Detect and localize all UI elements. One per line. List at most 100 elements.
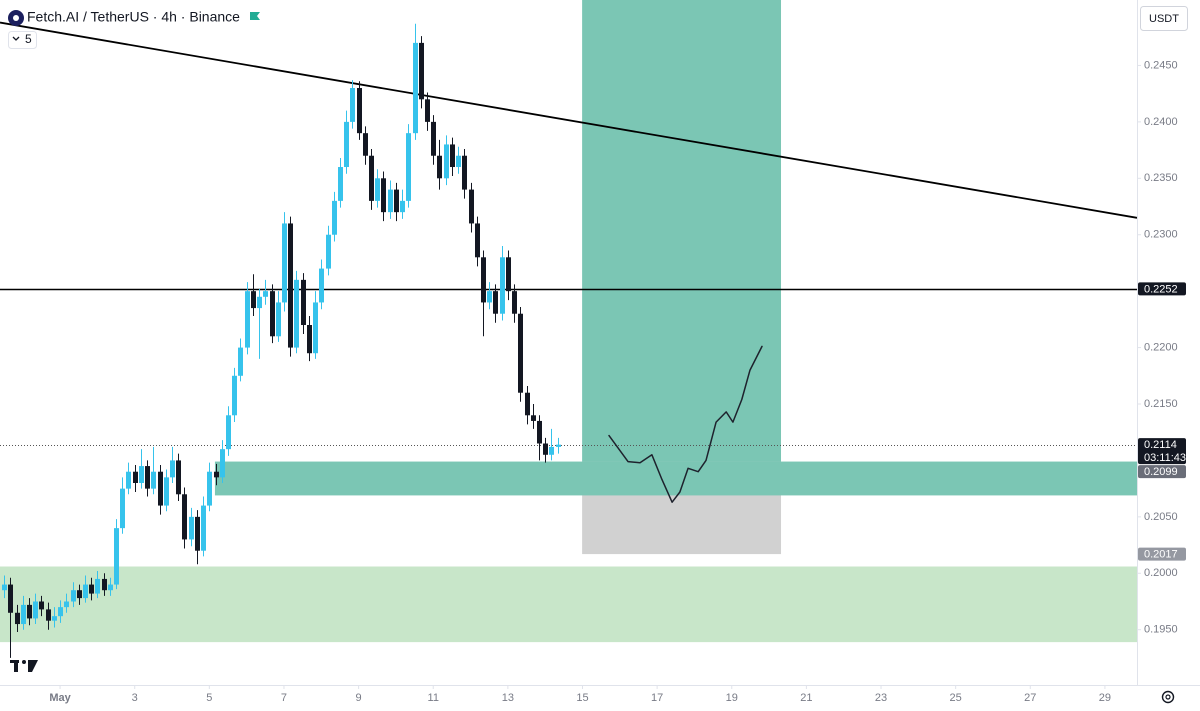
y-tick-label: 0.2150 bbox=[1144, 398, 1178, 410]
interval-value[interactable]: 5 bbox=[25, 32, 32, 46]
projection-curve bbox=[608, 345, 763, 503]
countdown: 03:11:43 bbox=[1144, 452, 1186, 464]
candle-body bbox=[58, 607, 63, 617]
candle-body bbox=[71, 590, 76, 602]
candle-body bbox=[450, 144, 455, 168]
plot-area bbox=[0, 0, 1137, 658]
candle-body bbox=[363, 133, 368, 156]
settings-icon[interactable] bbox=[1161, 690, 1175, 704]
candle-body bbox=[21, 604, 26, 625]
y-tick-label: 0.1950 bbox=[1144, 624, 1178, 636]
currency-label[interactable]: USDT bbox=[1149, 13, 1179, 25]
candle-body bbox=[77, 590, 82, 599]
candle-body bbox=[120, 488, 125, 529]
candle-body bbox=[313, 302, 318, 354]
candle-body bbox=[95, 578, 100, 594]
candle-body bbox=[214, 471, 219, 478]
price-tag-bg bbox=[1138, 438, 1186, 465]
candle-body bbox=[201, 505, 206, 551]
candle-body bbox=[288, 223, 293, 348]
candle-body bbox=[89, 584, 94, 594]
candle-body bbox=[108, 584, 113, 591]
chart-title: Fetch.AI / TetherUS · 4h · Binance bbox=[27, 9, 240, 25]
x-tick-label: 21 bbox=[800, 692, 812, 704]
x-tick-label: 5 bbox=[206, 692, 212, 704]
candle-body bbox=[537, 420, 542, 444]
price-tag: 0.2114 bbox=[1144, 439, 1177, 451]
interval-button[interactable] bbox=[8, 31, 37, 49]
candle-body bbox=[245, 291, 250, 348]
y-tick-label: 0.2200 bbox=[1144, 341, 1178, 353]
candle-body bbox=[151, 471, 156, 489]
x-tick-label: 25 bbox=[950, 692, 962, 704]
x-tick-label: 13 bbox=[502, 692, 514, 704]
candle-body bbox=[512, 291, 517, 314]
candle-body bbox=[27, 604, 32, 619]
x-tick-label: 27 bbox=[1024, 692, 1036, 704]
candle-body bbox=[39, 601, 44, 610]
candle-body bbox=[481, 257, 486, 303]
candle-body bbox=[388, 189, 393, 213]
candle-body bbox=[357, 88, 362, 134]
chevron bbox=[12, 36, 20, 41]
y-tick-label: 0.2350 bbox=[1144, 172, 1178, 184]
candle-body bbox=[207, 471, 212, 506]
candle-body bbox=[170, 460, 175, 478]
candle-body bbox=[158, 471, 163, 506]
candle-body bbox=[444, 144, 449, 179]
candle-body bbox=[220, 449, 225, 478]
candle-body bbox=[549, 446, 554, 455]
candle-body bbox=[319, 268, 324, 303]
candle-body bbox=[394, 189, 399, 213]
candle-body bbox=[8, 584, 13, 613]
candle-body bbox=[413, 42, 418, 134]
logo-part bbox=[22, 660, 26, 664]
x-tick-label: 3 bbox=[132, 692, 138, 704]
candle-body bbox=[270, 291, 275, 337]
price-tag-bg bbox=[1138, 465, 1186, 479]
market-flag bbox=[250, 12, 260, 20]
candle-body bbox=[232, 375, 237, 416]
price-tag-bg bbox=[1138, 282, 1186, 296]
candle-body bbox=[506, 257, 511, 292]
candle-body bbox=[525, 392, 530, 416]
candle-body bbox=[425, 99, 430, 122]
header: Fetch.AI / TetherUS · 4h · Binance 5 USD… bbox=[8, 6, 1188, 49]
y-tick-label: 0.2300 bbox=[1144, 229, 1178, 241]
x-tick-label: 29 bbox=[1099, 692, 1111, 704]
candle-body bbox=[294, 279, 299, 348]
candle-body bbox=[15, 612, 20, 625]
candle-body bbox=[437, 155, 442, 179]
candle-body bbox=[556, 444, 561, 447]
candle-body bbox=[195, 516, 200, 551]
price-tag: 0.2252 bbox=[1144, 283, 1178, 295]
x-tick-label: 19 bbox=[726, 692, 738, 704]
y-tick-label: 0.2450 bbox=[1144, 59, 1178, 71]
tv-logo bbox=[10, 660, 38, 672]
price-tag-bg bbox=[1138, 547, 1186, 561]
gear[interactable] bbox=[1161, 690, 1175, 704]
candle-body bbox=[145, 466, 150, 489]
gear-center[interactable] bbox=[1165, 694, 1171, 700]
candle-body bbox=[114, 528, 119, 585]
candle-body bbox=[462, 155, 467, 190]
candle-body bbox=[487, 291, 492, 303]
currency-button[interactable] bbox=[1140, 6, 1188, 31]
x-tick-label: May bbox=[49, 692, 71, 704]
candle-body bbox=[226, 415, 231, 450]
logo-part bbox=[28, 660, 38, 672]
candle-body bbox=[182, 494, 187, 540]
x-tick-label: 7 bbox=[281, 692, 287, 704]
candle-body bbox=[238, 347, 243, 376]
candle-body bbox=[475, 223, 480, 258]
candle-body bbox=[543, 443, 548, 455]
candle-body bbox=[531, 415, 536, 421]
candle-body bbox=[189, 516, 194, 540]
candle-body bbox=[52, 616, 57, 621]
candle-body bbox=[102, 578, 107, 591]
candle-body bbox=[406, 133, 411, 201]
candle-body bbox=[46, 609, 51, 621]
x-tick-label: 23 bbox=[875, 692, 887, 704]
zone bbox=[214, 461, 1137, 496]
trendline bbox=[0, 21, 1137, 219]
